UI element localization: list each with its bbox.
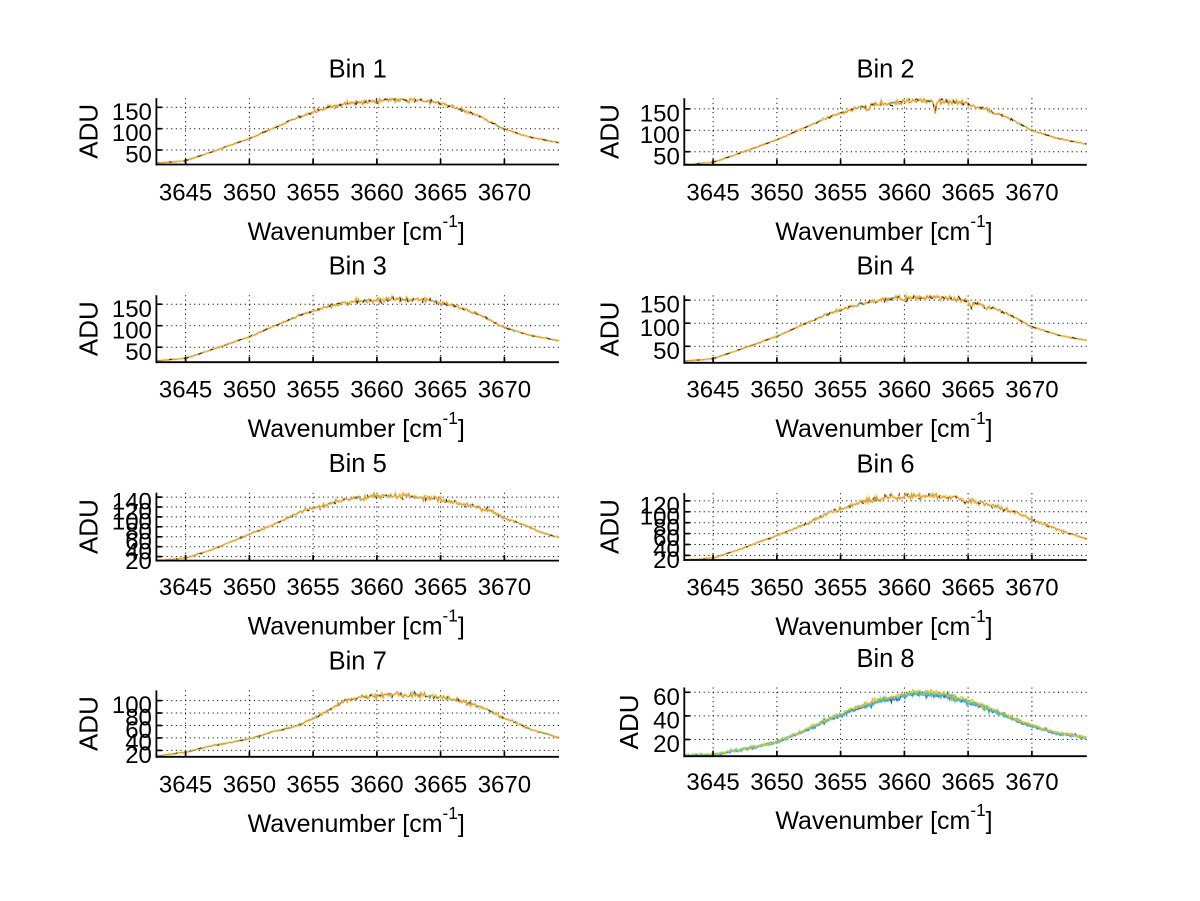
svg-text:3670: 3670	[478, 180, 531, 207]
svg-text:3650: 3650	[750, 180, 803, 207]
svg-text:3660: 3660	[878, 574, 931, 601]
svg-text:100: 100	[640, 503, 680, 530]
svg-text:3655: 3655	[814, 180, 867, 207]
svg-text:ADU: ADU	[73, 301, 103, 356]
svg-text:3645: 3645	[159, 377, 212, 404]
svg-text:ADU: ADU	[595, 302, 625, 357]
svg-text:3655: 3655	[814, 377, 867, 404]
svg-text:20: 20	[125, 548, 152, 575]
svg-text:3665: 3665	[414, 180, 467, 207]
svg-text:Bin 4: Bin 4	[856, 253, 914, 281]
svg-text:60: 60	[653, 684, 680, 711]
svg-text:Bin 7: Bin 7	[329, 648, 387, 676]
svg-text:3670: 3670	[1005, 377, 1058, 404]
svg-text:80: 80	[653, 514, 680, 541]
svg-text:40: 40	[653, 708, 680, 735]
svg-text:20: 20	[653, 731, 680, 758]
svg-text:100: 100	[112, 509, 152, 536]
svg-text:50: 50	[125, 142, 152, 169]
svg-text:120: 120	[112, 499, 152, 526]
svg-text:3665: 3665	[941, 377, 994, 404]
svg-text:ADU: ADU	[73, 104, 103, 159]
svg-text:100: 100	[640, 315, 680, 342]
svg-text:3650: 3650	[223, 377, 276, 404]
svg-text:3650: 3650	[750, 769, 803, 796]
svg-text:3650: 3650	[750, 377, 803, 404]
svg-text:3650: 3650	[750, 574, 803, 601]
svg-text:3670: 3670	[1005, 180, 1058, 207]
svg-text:3645: 3645	[686, 377, 739, 404]
svg-text:3660: 3660	[878, 180, 931, 207]
svg-text:3645: 3645	[159, 574, 212, 601]
svg-text:150: 150	[640, 101, 680, 128]
svg-text:3665: 3665	[941, 769, 994, 796]
svg-text:3660: 3660	[350, 772, 403, 799]
svg-text:100: 100	[112, 692, 152, 719]
svg-text:ADU: ADU	[73, 499, 103, 554]
svg-text:3645: 3645	[686, 180, 739, 207]
svg-text:Bin 3: Bin 3	[329, 253, 387, 281]
svg-text:140: 140	[112, 489, 152, 516]
svg-text:3665: 3665	[414, 377, 467, 404]
svg-text:3665: 3665	[941, 574, 994, 601]
svg-text:150: 150	[112, 99, 152, 126]
svg-text:3670: 3670	[478, 574, 531, 601]
svg-text:3660: 3660	[878, 769, 931, 796]
svg-text:3665: 3665	[941, 180, 994, 207]
svg-text:ADU: ADU	[73, 696, 103, 751]
svg-text:100: 100	[640, 122, 680, 149]
svg-text:3660: 3660	[350, 377, 403, 404]
svg-text:3655: 3655	[814, 769, 867, 796]
svg-text:3670: 3670	[1005, 574, 1058, 601]
svg-text:ADU: ADU	[614, 694, 644, 749]
svg-text:3645: 3645	[686, 769, 739, 796]
svg-text:3655: 3655	[286, 377, 339, 404]
svg-text:ADU: ADU	[595, 104, 625, 159]
svg-text:3655: 3655	[286, 180, 339, 207]
svg-text:40: 40	[653, 536, 680, 563]
svg-text:3645: 3645	[686, 574, 739, 601]
svg-text:Bin 6: Bin 6	[856, 450, 914, 478]
svg-text:60: 60	[125, 528, 152, 555]
svg-text:150: 150	[112, 296, 152, 323]
svg-text:3665: 3665	[414, 574, 467, 601]
svg-text:40: 40	[125, 730, 152, 757]
svg-text:3660: 3660	[350, 180, 403, 207]
svg-text:50: 50	[653, 143, 680, 170]
svg-text:Bin 8: Bin 8	[856, 645, 914, 673]
svg-text:3670: 3670	[478, 772, 531, 799]
svg-text:3650: 3650	[223, 574, 276, 601]
svg-text:20: 20	[125, 742, 152, 769]
svg-text:3670: 3670	[478, 377, 531, 404]
svg-text:Bin 5: Bin 5	[329, 450, 387, 478]
svg-text:3655: 3655	[286, 772, 339, 799]
svg-text:Bin 2: Bin 2	[856, 56, 914, 84]
svg-text:20: 20	[653, 547, 680, 574]
svg-text:Bin 1: Bin 1	[329, 56, 387, 84]
svg-text:3650: 3650	[223, 180, 276, 207]
svg-text:40: 40	[125, 538, 152, 565]
svg-text:120: 120	[640, 493, 680, 520]
svg-text:50: 50	[653, 338, 680, 365]
svg-text:ADU: ADU	[595, 499, 625, 554]
svg-text:80: 80	[125, 705, 152, 732]
svg-text:100: 100	[112, 120, 152, 147]
svg-text:50: 50	[125, 339, 152, 366]
svg-text:150: 150	[640, 292, 680, 319]
svg-text:3655: 3655	[814, 574, 867, 601]
svg-text:3645: 3645	[159, 180, 212, 207]
svg-text:3650: 3650	[223, 772, 276, 799]
svg-text:80: 80	[125, 518, 152, 545]
svg-text:3660: 3660	[350, 574, 403, 601]
svg-text:60: 60	[125, 717, 152, 744]
svg-text:3645: 3645	[159, 772, 212, 799]
svg-text:3665: 3665	[414, 772, 467, 799]
svg-text:3670: 3670	[1005, 769, 1058, 796]
svg-text:60: 60	[653, 525, 680, 552]
svg-text:3655: 3655	[286, 574, 339, 601]
svg-text:3660: 3660	[878, 377, 931, 404]
svg-text:100: 100	[112, 317, 152, 344]
